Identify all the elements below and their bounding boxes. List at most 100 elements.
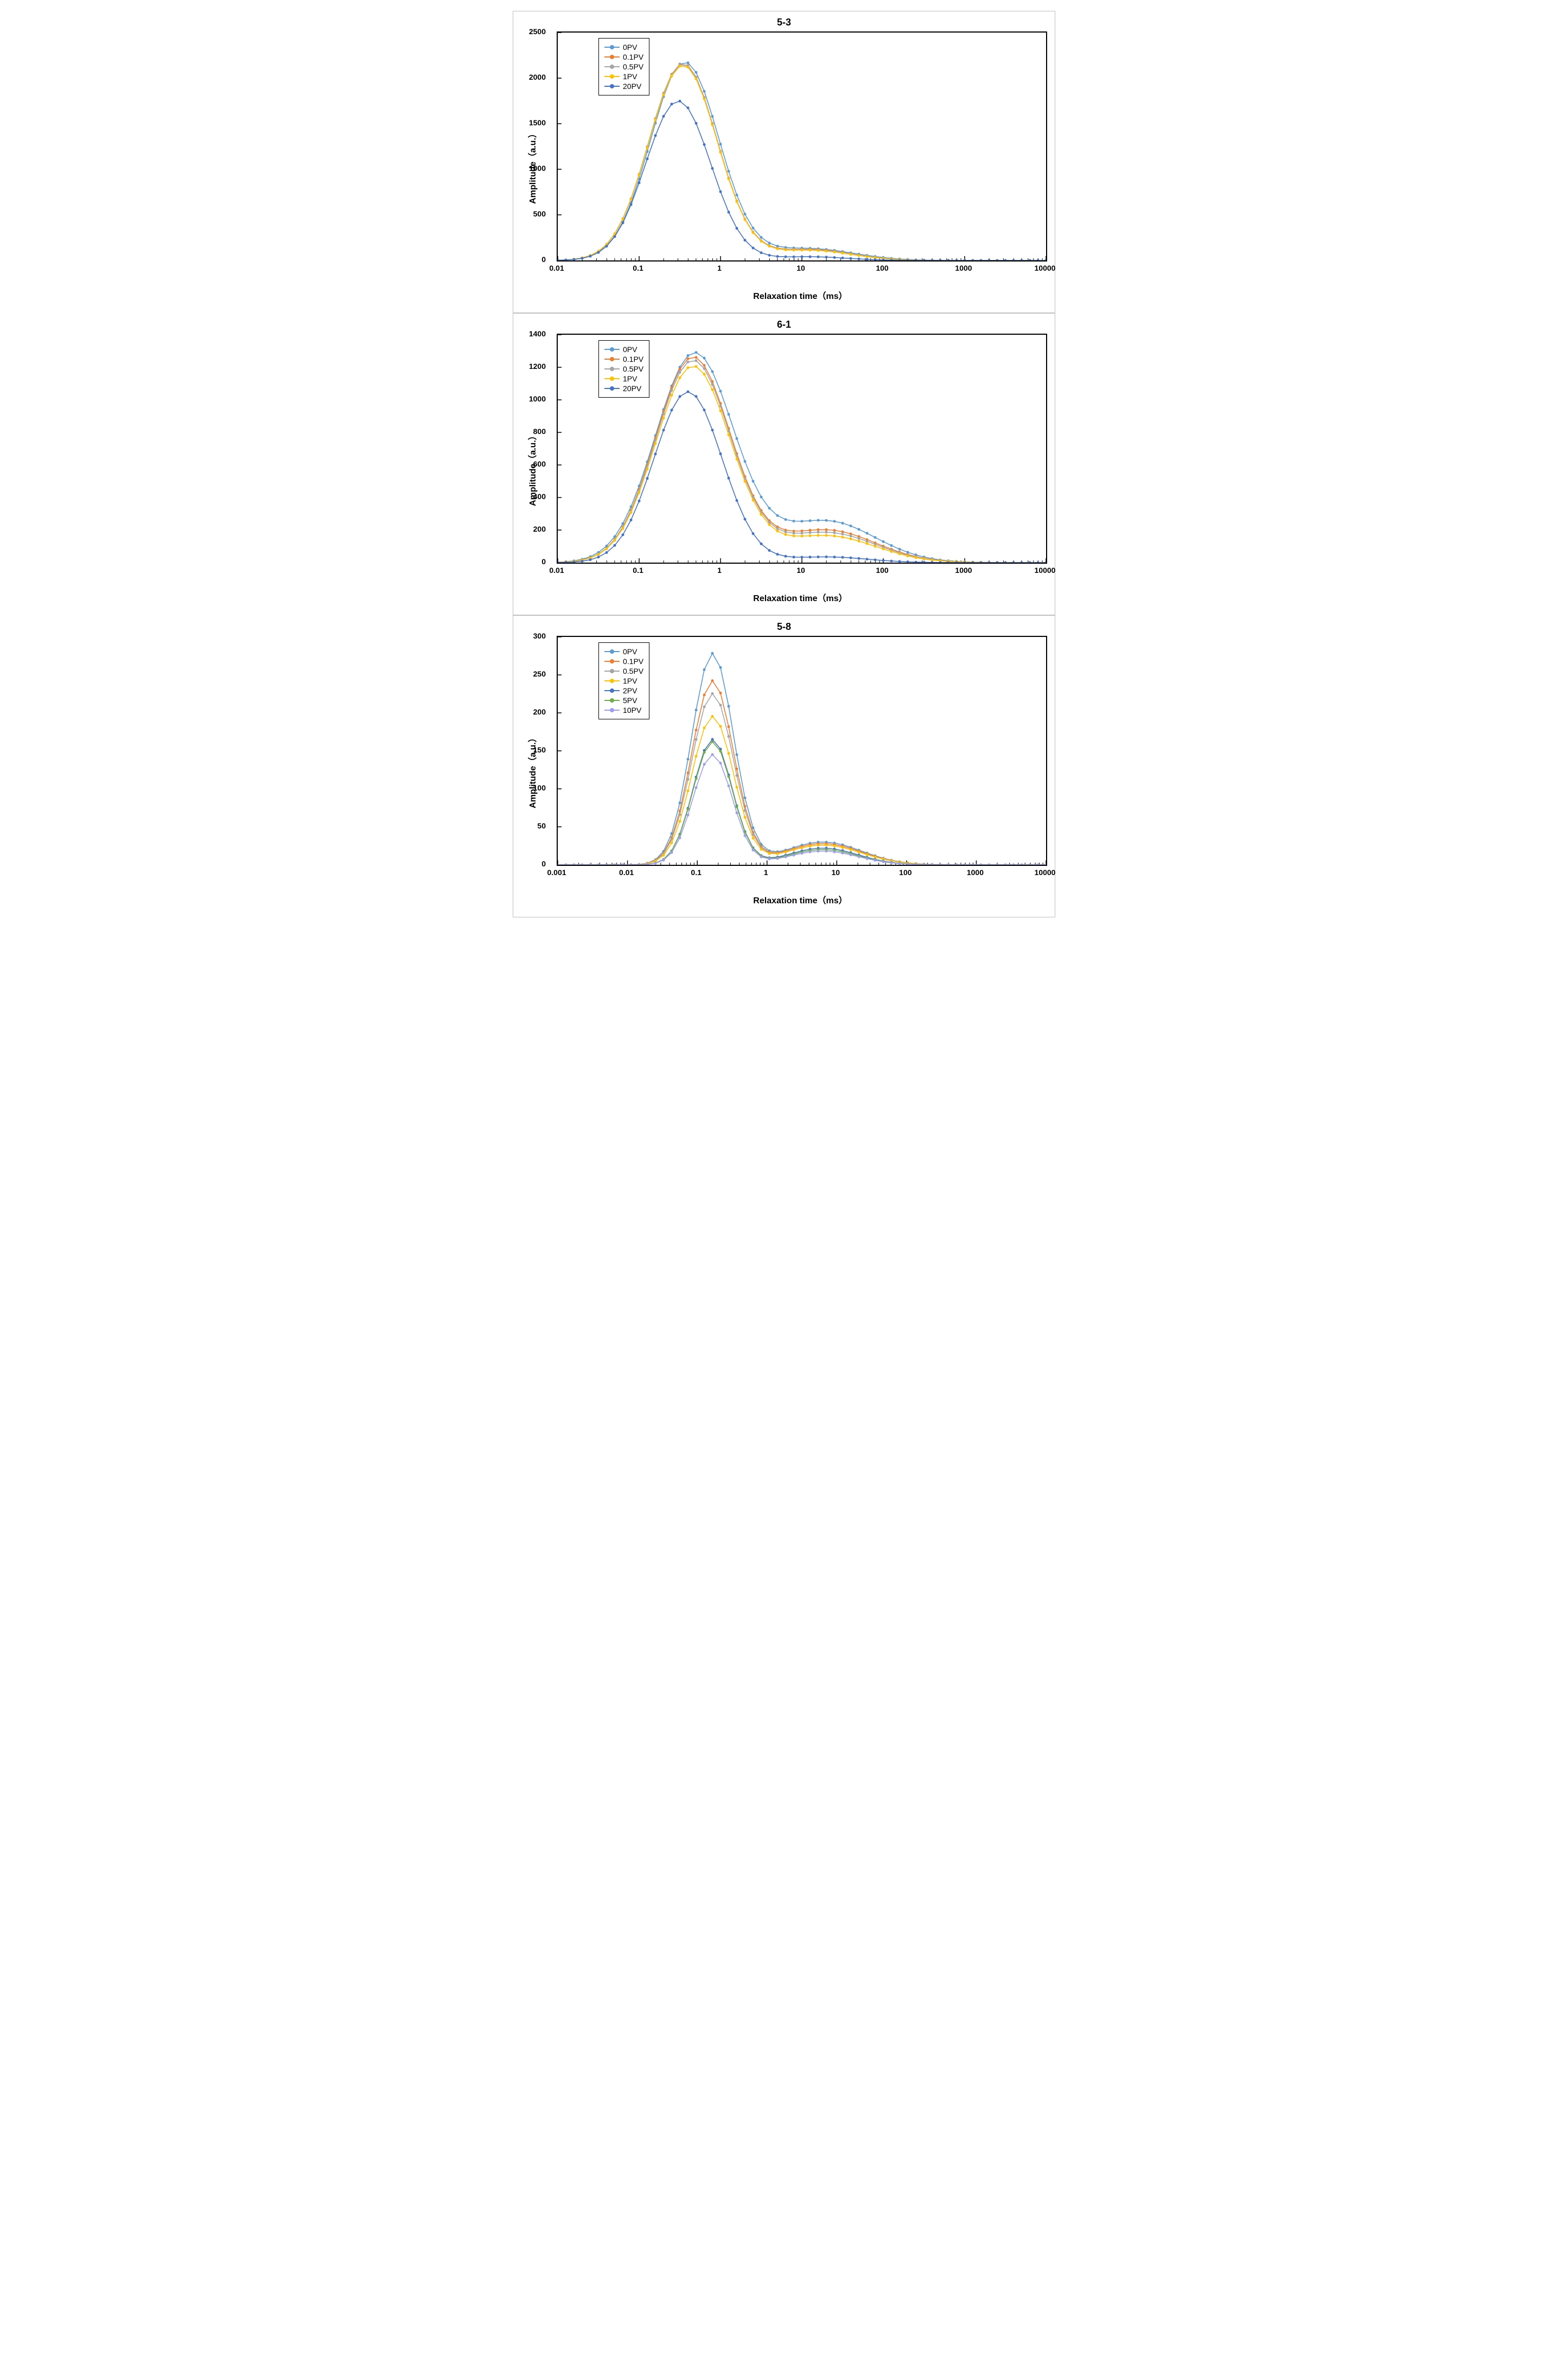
series-marker	[1012, 562, 1015, 563]
series-marker	[809, 845, 812, 847]
series-marker	[736, 754, 738, 756]
series-marker	[736, 786, 738, 789]
legend-dot	[610, 347, 614, 352]
legend-item: 0.1PV	[604, 355, 643, 363]
series-marker	[988, 259, 991, 261]
series-marker	[671, 103, 673, 105]
series-marker	[719, 190, 722, 193]
series-marker	[622, 527, 624, 530]
series-marker	[736, 437, 738, 440]
legend-dot	[610, 377, 614, 381]
series-marker	[679, 100, 681, 103]
x-tick-label: 0.01	[549, 264, 564, 272]
x-tick-label: 0.1	[633, 264, 643, 272]
series-marker	[760, 543, 763, 545]
plot-area: 0PV0.1PV0.5PV1PV2PV5PV10PV	[557, 636, 1047, 866]
series-marker	[809, 529, 812, 532]
plot-wrapper: 05001000150020002500Amplitude（a.u.）0PV0.…	[557, 31, 1044, 302]
series-marker	[964, 259, 966, 261]
series-marker	[760, 251, 763, 254]
legend-line	[604, 378, 620, 379]
series-marker	[711, 692, 714, 695]
series-marker	[817, 850, 820, 853]
x-tick-label: 10000	[1035, 264, 1056, 272]
series-marker	[622, 221, 624, 224]
series-marker	[638, 181, 641, 184]
series-marker	[662, 417, 665, 419]
series-marker	[711, 115, 714, 118]
series-marker	[825, 250, 828, 252]
legend-dot	[610, 708, 614, 712]
series-marker	[744, 834, 747, 837]
series-marker	[1021, 259, 1023, 261]
series-marker	[858, 540, 861, 543]
series-marker	[671, 409, 673, 411]
series-marker	[719, 452, 722, 455]
series-marker	[768, 254, 771, 257]
series-marker	[614, 864, 616, 865]
series-marker	[785, 531, 787, 533]
series-marker	[744, 218, 747, 221]
series-marker	[581, 560, 584, 563]
series-marker	[703, 668, 706, 671]
series-marker	[833, 851, 836, 853]
series-marker	[711, 124, 714, 126]
series-marker	[719, 704, 722, 706]
series-marker	[679, 820, 681, 822]
legend-label: 10PV	[623, 706, 641, 715]
legend-item: 20PV	[604, 384, 643, 393]
series-marker	[687, 808, 690, 811]
series-marker	[955, 864, 958, 865]
legend-dot	[610, 367, 614, 371]
series-marker	[809, 531, 812, 534]
legend-item: 1PV	[604, 72, 643, 81]
series-marker	[760, 856, 763, 858]
series-marker	[614, 539, 616, 542]
series-marker	[850, 253, 852, 256]
series-marker	[630, 519, 633, 521]
series-marker	[850, 257, 852, 260]
series-marker	[801, 532, 804, 534]
series-marker	[874, 859, 877, 862]
series-marker	[898, 552, 901, 555]
series-marker	[752, 231, 755, 234]
series-marker	[768, 524, 771, 526]
series-marker	[687, 106, 690, 109]
legend-line	[604, 710, 620, 711]
legend-item: 5PV	[604, 696, 643, 705]
series-marker	[622, 533, 624, 536]
series-marker	[744, 213, 747, 215]
legend-line	[604, 47, 620, 48]
series-marker	[630, 198, 633, 201]
series-marker	[687, 391, 690, 393]
series-marker	[695, 71, 698, 74]
series-marker	[923, 561, 926, 563]
series-marker	[654, 134, 657, 137]
series-marker	[597, 553, 600, 556]
series-marker	[785, 851, 787, 853]
series-marker	[874, 856, 877, 858]
y-tick-label: 500	[533, 209, 546, 218]
series-marker	[638, 174, 641, 176]
series-marker	[996, 562, 999, 563]
legend-label: 2PV	[623, 686, 637, 695]
series-marker	[809, 249, 812, 252]
y-tick-label: 0	[541, 859, 546, 868]
series-marker	[736, 774, 738, 777]
series-marker	[842, 252, 844, 254]
chart-title: 6-1	[524, 319, 1044, 330]
plot-wrapper: 050100150200250300Amplitude（a.u.）0PV0.1P…	[557, 636, 1044, 906]
series-marker	[728, 477, 730, 480]
series-marker	[866, 857, 869, 860]
series-marker	[793, 854, 795, 857]
series-marker	[817, 844, 820, 846]
series-marker	[866, 558, 869, 560]
series-marker	[752, 837, 755, 839]
series-marker	[760, 236, 763, 239]
legend-item: 0PV	[604, 345, 643, 354]
series-marker	[728, 735, 730, 738]
legend-line	[604, 359, 620, 360]
series-marker	[744, 809, 747, 812]
legend-dot	[610, 74, 614, 79]
series-marker	[817, 531, 820, 533]
